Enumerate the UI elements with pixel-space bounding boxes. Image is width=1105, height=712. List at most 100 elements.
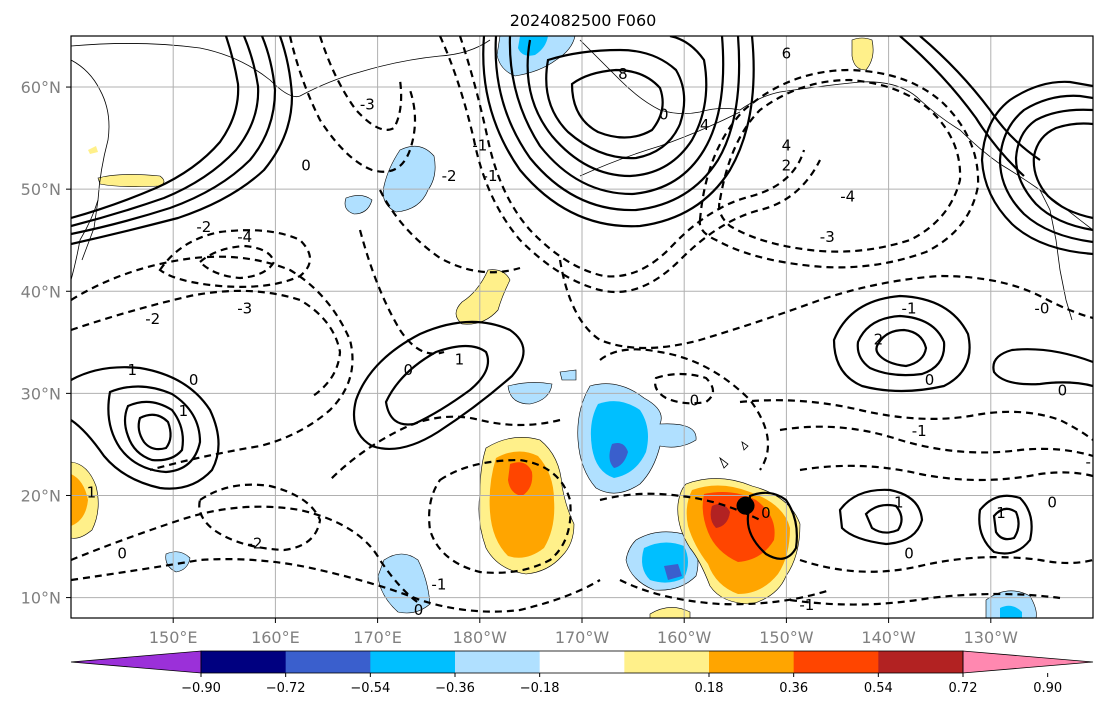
coast-hawaii bbox=[719, 441, 749, 469]
contour-label: -3 bbox=[237, 300, 252, 318]
shade-neg-bering-east bbox=[382, 145, 436, 213]
colorbar-label: −0.18 bbox=[520, 681, 560, 696]
map-area: 864042-1-2-3-1-3-4-4-20-3-2-0-1200101010… bbox=[71, 36, 1101, 619]
colorbar-label: −0.72 bbox=[266, 681, 306, 696]
contour-dash-neg-14 bbox=[599, 348, 770, 471]
coast-siberia bbox=[71, 39, 491, 98]
contour-label: 0 bbox=[925, 371, 935, 389]
colorbar-bin bbox=[201, 651, 287, 673]
anomaly-shading bbox=[71, 36, 1037, 618]
shade-neg-subtropical-core bbox=[609, 443, 628, 468]
shade-neg-se-hawaii-mid bbox=[642, 542, 688, 583]
contour-label: 4 bbox=[782, 136, 792, 154]
contour-dash-neg-10 bbox=[698, 68, 980, 269]
colorbar-bin bbox=[793, 651, 879, 673]
contour-labels: 864042-1-2-3-1-3-4-4-20-3-2-0-1200101010… bbox=[87, 44, 1101, 619]
shade-neg-subtropical-mid bbox=[590, 401, 648, 478]
colorbar-label: 0.36 bbox=[779, 681, 808, 696]
contour-dash-neg-27 bbox=[329, 415, 561, 481]
lat-tick-label: 60°N bbox=[21, 78, 61, 97]
lon-tick-label: 160°E bbox=[251, 628, 300, 647]
contour-solid-se-4 bbox=[992, 507, 1020, 541]
contour-label: 2 bbox=[874, 330, 884, 348]
lat-tick-label: 40°N bbox=[21, 282, 61, 301]
contour-dash-neg-9 bbox=[718, 78, 962, 253]
contour-dash-neg-4 bbox=[198, 244, 276, 280]
shade-neg-small-bering bbox=[344, 195, 373, 215]
colorbar-bin bbox=[878, 651, 964, 673]
contour-dash-neg-13 bbox=[558, 259, 1093, 350]
contour-solid-ne-2 bbox=[998, 94, 1093, 244]
contour-dash-neg-20 bbox=[789, 592, 1061, 606]
contour-solid-ne-6 bbox=[899, 36, 1025, 177]
shade-pos-e-hawaii-peak bbox=[710, 504, 730, 528]
lon-tick-label: 160°W bbox=[657, 628, 712, 647]
colorbar-label: 0.72 bbox=[949, 681, 978, 696]
contour-dash-neg-19 bbox=[799, 556, 1093, 573]
contour-solid-se-2 bbox=[864, 503, 903, 534]
contour-label: -2 bbox=[247, 535, 262, 553]
shade-pos-kamchatka bbox=[97, 174, 165, 187]
contour-solid-ne-1 bbox=[980, 80, 1093, 256]
contour-dash-neg-8 bbox=[458, 36, 806, 278]
coast-alaska bbox=[579, 39, 1093, 231]
contour-label: 8 bbox=[618, 65, 628, 83]
contour-solid-e-right bbox=[992, 348, 1093, 388]
contour-label: 1 bbox=[996, 504, 1006, 522]
contour-dash-neg-2 bbox=[71, 289, 342, 399]
shade-pos-small-nw bbox=[88, 146, 98, 154]
contour-label: -1 bbox=[1086, 453, 1101, 471]
contour-solid-aleutian-3 bbox=[508, 36, 725, 196]
contour-label: 0 bbox=[414, 601, 424, 619]
contour-label: -3 bbox=[820, 228, 835, 246]
lon-tick-label: 140°W bbox=[861, 628, 916, 647]
colorbar-bin bbox=[709, 651, 795, 673]
colorbar-label: −0.36 bbox=[435, 681, 475, 696]
contour-label: -1 bbox=[483, 167, 498, 185]
lon-tick-label: 150°E bbox=[149, 628, 198, 647]
contour-label: 0 bbox=[117, 545, 127, 563]
contour-label: 1 bbox=[455, 351, 465, 369]
contour-solid-w-high-1 bbox=[71, 366, 220, 490]
contour-label: 2 bbox=[782, 157, 792, 175]
colorbar-label: 0.90 bbox=[1033, 681, 1062, 696]
contour-solid-aleutian-1 bbox=[482, 36, 755, 228]
colorbar-label: 0.18 bbox=[695, 681, 724, 696]
contour-label: 1 bbox=[179, 402, 189, 420]
contour-label: 0 bbox=[403, 361, 413, 379]
contour-label: -4 bbox=[237, 228, 252, 246]
contour-label: 0 bbox=[904, 545, 914, 563]
contour-label: -2 bbox=[196, 218, 211, 236]
contour-dash-neg-21 bbox=[71, 505, 421, 605]
contour-solid-w-high-3 bbox=[123, 400, 184, 462]
contour-label: -1 bbox=[472, 136, 487, 154]
contour-label: 1 bbox=[87, 483, 97, 501]
colorbar-bin bbox=[285, 651, 371, 673]
colorbar-label: −0.54 bbox=[350, 681, 390, 696]
lat-tick-label: 30°N bbox=[21, 384, 61, 403]
contour-dash-neg-5 bbox=[288, 36, 417, 173]
lat-tick-label: 50°N bbox=[21, 180, 61, 199]
colorbar-extend-low bbox=[70, 650, 202, 674]
contour-dash-neg-22 bbox=[71, 558, 601, 613]
shade-pos-w-hawaii-core bbox=[508, 462, 533, 496]
colorbar-bin bbox=[624, 651, 710, 673]
contour-label: 0 bbox=[1047, 494, 1057, 512]
contour-label: 1 bbox=[894, 494, 904, 512]
contour-label: 0 bbox=[189, 371, 199, 389]
contour-label: -1 bbox=[912, 422, 927, 440]
lon-tick-label: 170°W bbox=[555, 628, 610, 647]
contour-dash-neg-23 bbox=[198, 483, 322, 552]
contour-solid-e-high-3 bbox=[875, 328, 928, 368]
contour-solid-e-high-1 bbox=[832, 294, 971, 393]
contour-dash-neg-25 bbox=[599, 492, 761, 521]
coast-bc bbox=[1039, 189, 1073, 321]
contour-dash-neg-26 bbox=[619, 579, 831, 606]
lon-tick-label: 180°W bbox=[453, 628, 508, 647]
contour-solid-nw-3 bbox=[71, 36, 240, 220]
contour-solid-aleutian-5 bbox=[545, 48, 686, 160]
contour-solid-se-3 bbox=[978, 494, 1033, 555]
contour-label: 1 bbox=[128, 361, 138, 379]
contour-dash-neg-18 bbox=[799, 464, 1093, 482]
contour-label: 6 bbox=[782, 44, 792, 62]
